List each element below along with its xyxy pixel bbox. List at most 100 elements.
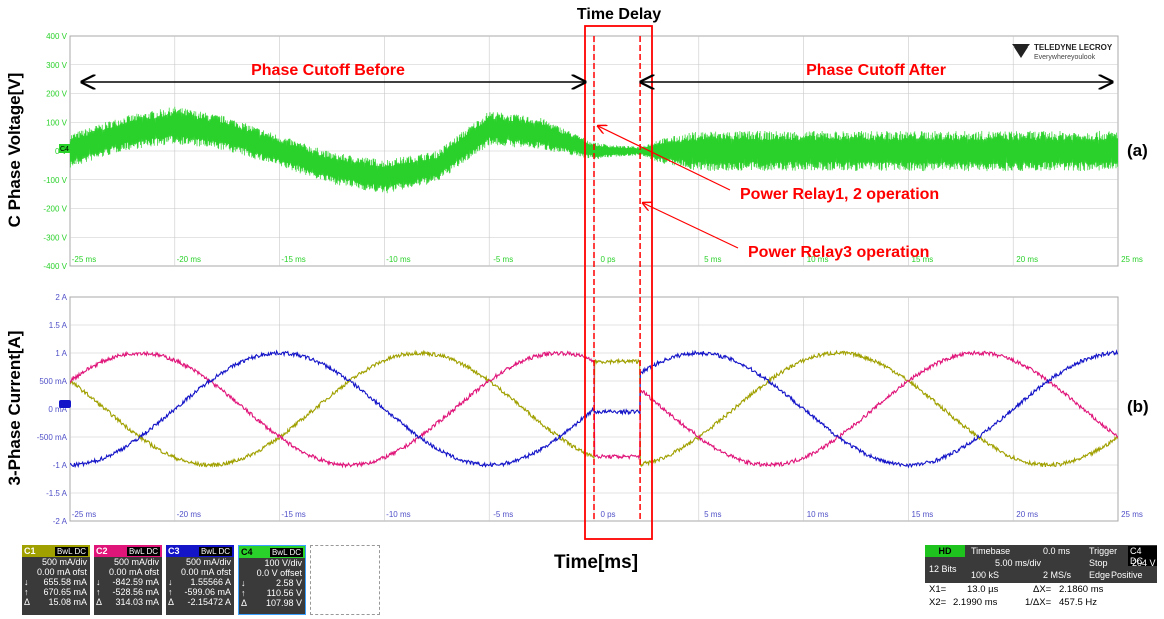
y-tick-label: 400 V: [46, 32, 68, 41]
channel-panel-c2[interactable]: C2 BwL DC 500 mA/div 0.00 mA ofst ↓ -842.…: [94, 545, 162, 615]
x-tick-label: 20 ms: [1016, 510, 1038, 519]
x-tick-label: 25 ms: [1121, 255, 1143, 264]
channel-panel-c1[interactable]: C1 BwL DC 500 mA/div 0.00 mA ofst ↓ 655.5…: [22, 545, 90, 615]
inv-dx-value: 457.5 Hz: [1059, 597, 1098, 608]
down-arrow-icon: ↓: [168, 577, 173, 587]
up-arrow-icon: ↑: [168, 587, 173, 597]
c2-offset: 0.00 mA ofst: [108, 567, 159, 577]
relay12-label: Power Relay1, 2 operation: [740, 186, 939, 203]
relay3-pointer: [643, 203, 739, 249]
c1-vdiv: 500 mA/div: [41, 557, 87, 567]
c3-dv: -2.15472 A: [187, 597, 231, 607]
x-tick-label: 5 ms: [704, 255, 721, 264]
c2-header: C2 BwL DC: [94, 545, 162, 557]
y-tick-label: 200 V: [46, 90, 68, 99]
c1-v1-row: ↓ 655.58 mA: [22, 577, 90, 587]
x2-label: X2=: [929, 597, 947, 608]
c3-flags: BwL DC: [198, 546, 232, 556]
top-ylabel: C Phase Voltage[V]: [5, 73, 24, 228]
c4-ground-marker: [59, 144, 71, 153]
c3-offset: 0.00 mA ofst: [180, 567, 231, 577]
c2-dv-row: Δ 314.03 mA: [94, 597, 162, 607]
c2-tag: C2: [96, 546, 108, 556]
up-arrow-icon: ↑: [241, 588, 246, 598]
y-tick-label: 1.5 A: [49, 321, 68, 330]
c2-v1: -842.59 mA: [112, 577, 159, 587]
c3-v2-row: ↑ -599.06 mA: [166, 587, 234, 597]
teledyne-logo-icon: [1012, 44, 1030, 58]
c1-offset: 0.00 mA ofst: [36, 567, 87, 577]
y-tick-label: -400 V: [43, 262, 67, 271]
x-tick-label: 25 ms: [1121, 510, 1143, 519]
panel-a-tag: (a): [1127, 141, 1148, 160]
down-arrow-icon: ↓: [24, 577, 29, 587]
c1-flags: BwL DC: [54, 546, 88, 556]
x-tick-label: 5 ms: [704, 510, 721, 519]
c1-v2-row: ↑ 670.65 mA: [22, 587, 90, 597]
bottom-ylabel: 3-Phase Current[A]: [5, 331, 24, 486]
bottom-tick-labels: 2 A 1.5 A 1 A 500 mA 0 mA -500 mA -1 A -1.5 A -2…: [37, 293, 1143, 526]
c1-dv-row: Δ 15.08 mA: [22, 597, 90, 607]
c4-v1-row: ↓ 2.58 V: [239, 578, 305, 588]
y-tick-label: -200 V: [43, 205, 67, 214]
down-arrow-icon: ↓: [96, 577, 101, 587]
c2-v1-row: ↓ -842.59 mA: [94, 577, 162, 587]
c4-ground-tag: C4: [60, 146, 69, 153]
relay12-pointer: [598, 126, 731, 191]
c4-dv: 107.98 V: [265, 598, 302, 608]
c3-dv-row: Δ -2.15472 A: [166, 597, 234, 607]
c1-v2: 670.65 mA: [43, 587, 87, 597]
c4-v2: 110.56 V: [266, 588, 302, 598]
trigger-flags: C4 DC: [1128, 546, 1157, 566]
c3-tag: C3: [168, 546, 180, 556]
c4-vdiv: 100 V/div: [264, 558, 302, 568]
c4-header: C4 BwL DC: [239, 546, 305, 558]
c3-header: C3 BwL DC: [166, 545, 234, 557]
current-ground-marker: [59, 400, 71, 408]
timebase-panel[interactable]: HD 12 Bits Timebase 0.0 ms 5.00 ms/div 1…: [925, 545, 1157, 583]
dx-label: ΔX=: [1033, 584, 1052, 595]
empty-channel-slot[interactable]: [310, 545, 380, 615]
brand-slogan: Everywhereyoulook: [1034, 54, 1096, 61]
x-axis-label: Time[ms]: [554, 552, 638, 573]
x-tick-label: 0 ps: [600, 510, 615, 519]
hd-badge: HD: [925, 545, 965, 557]
inv-dx-label: 1/ΔX=: [1025, 597, 1052, 608]
c3-v1-row: ↓ 1.55566 A: [166, 577, 234, 587]
bits: 12 Bits: [929, 564, 957, 574]
trigger-mode: Stop: [1089, 558, 1108, 568]
channel-panel-c3[interactable]: C3 BwL DC 500 mA/div 0.00 mA ofst ↓ 1.555…: [166, 545, 234, 615]
y-tick-label: 0 mA: [48, 405, 67, 414]
channel-panel-c4[interactable]: C4 BwL DC 100 V/div 0.0 V offset ↓ 2.58 V…: [238, 545, 306, 615]
delta-icon: Δ: [24, 597, 31, 607]
delta-icon: Δ: [241, 598, 248, 608]
y-tick-label: -2 A: [53, 517, 68, 526]
y-tick-label: -100 V: [43, 176, 67, 185]
c4-v2-row: ↑ 110.56 V: [239, 588, 305, 598]
trigger-slope: Positive: [1111, 570, 1143, 580]
down-arrow-icon: ↓: [241, 578, 246, 588]
c1-tag: C1: [24, 546, 36, 556]
c1-header: C1 BwL DC: [22, 545, 90, 557]
c2-v2-row: ↑ -528.56 mA: [94, 587, 162, 597]
x1-value: 13.0 µs: [967, 584, 999, 595]
x-tick-label: 0 ps: [600, 255, 615, 264]
c2-dv: 314.03 mA: [115, 597, 159, 607]
y-tick-label: -300 V: [43, 233, 67, 242]
delta-icon: Δ: [168, 597, 175, 607]
trigger-label: Trigger: [1089, 546, 1118, 556]
y-tick-label: -1 A: [53, 461, 68, 470]
delta-icon: Δ: [96, 597, 103, 607]
y-tick-label: 2 A: [55, 293, 67, 302]
x-tick-label: -10 ms: [386, 510, 410, 519]
x-tick-label: -25 ms: [72, 255, 96, 264]
x-tick-label: 15 ms: [912, 510, 934, 519]
cursor-readout: X1= 13.0 µs ΔX= 2.1860 ms X2= 2.1990 ms …: [925, 583, 1157, 611]
dx-value: 2.1860 ms: [1059, 584, 1104, 595]
up-arrow-icon: ↑: [24, 587, 29, 597]
time-delay-box: [584, 25, 653, 540]
current-trace-c1: [70, 349, 1118, 468]
panel-b-tag: (b): [1127, 397, 1149, 416]
